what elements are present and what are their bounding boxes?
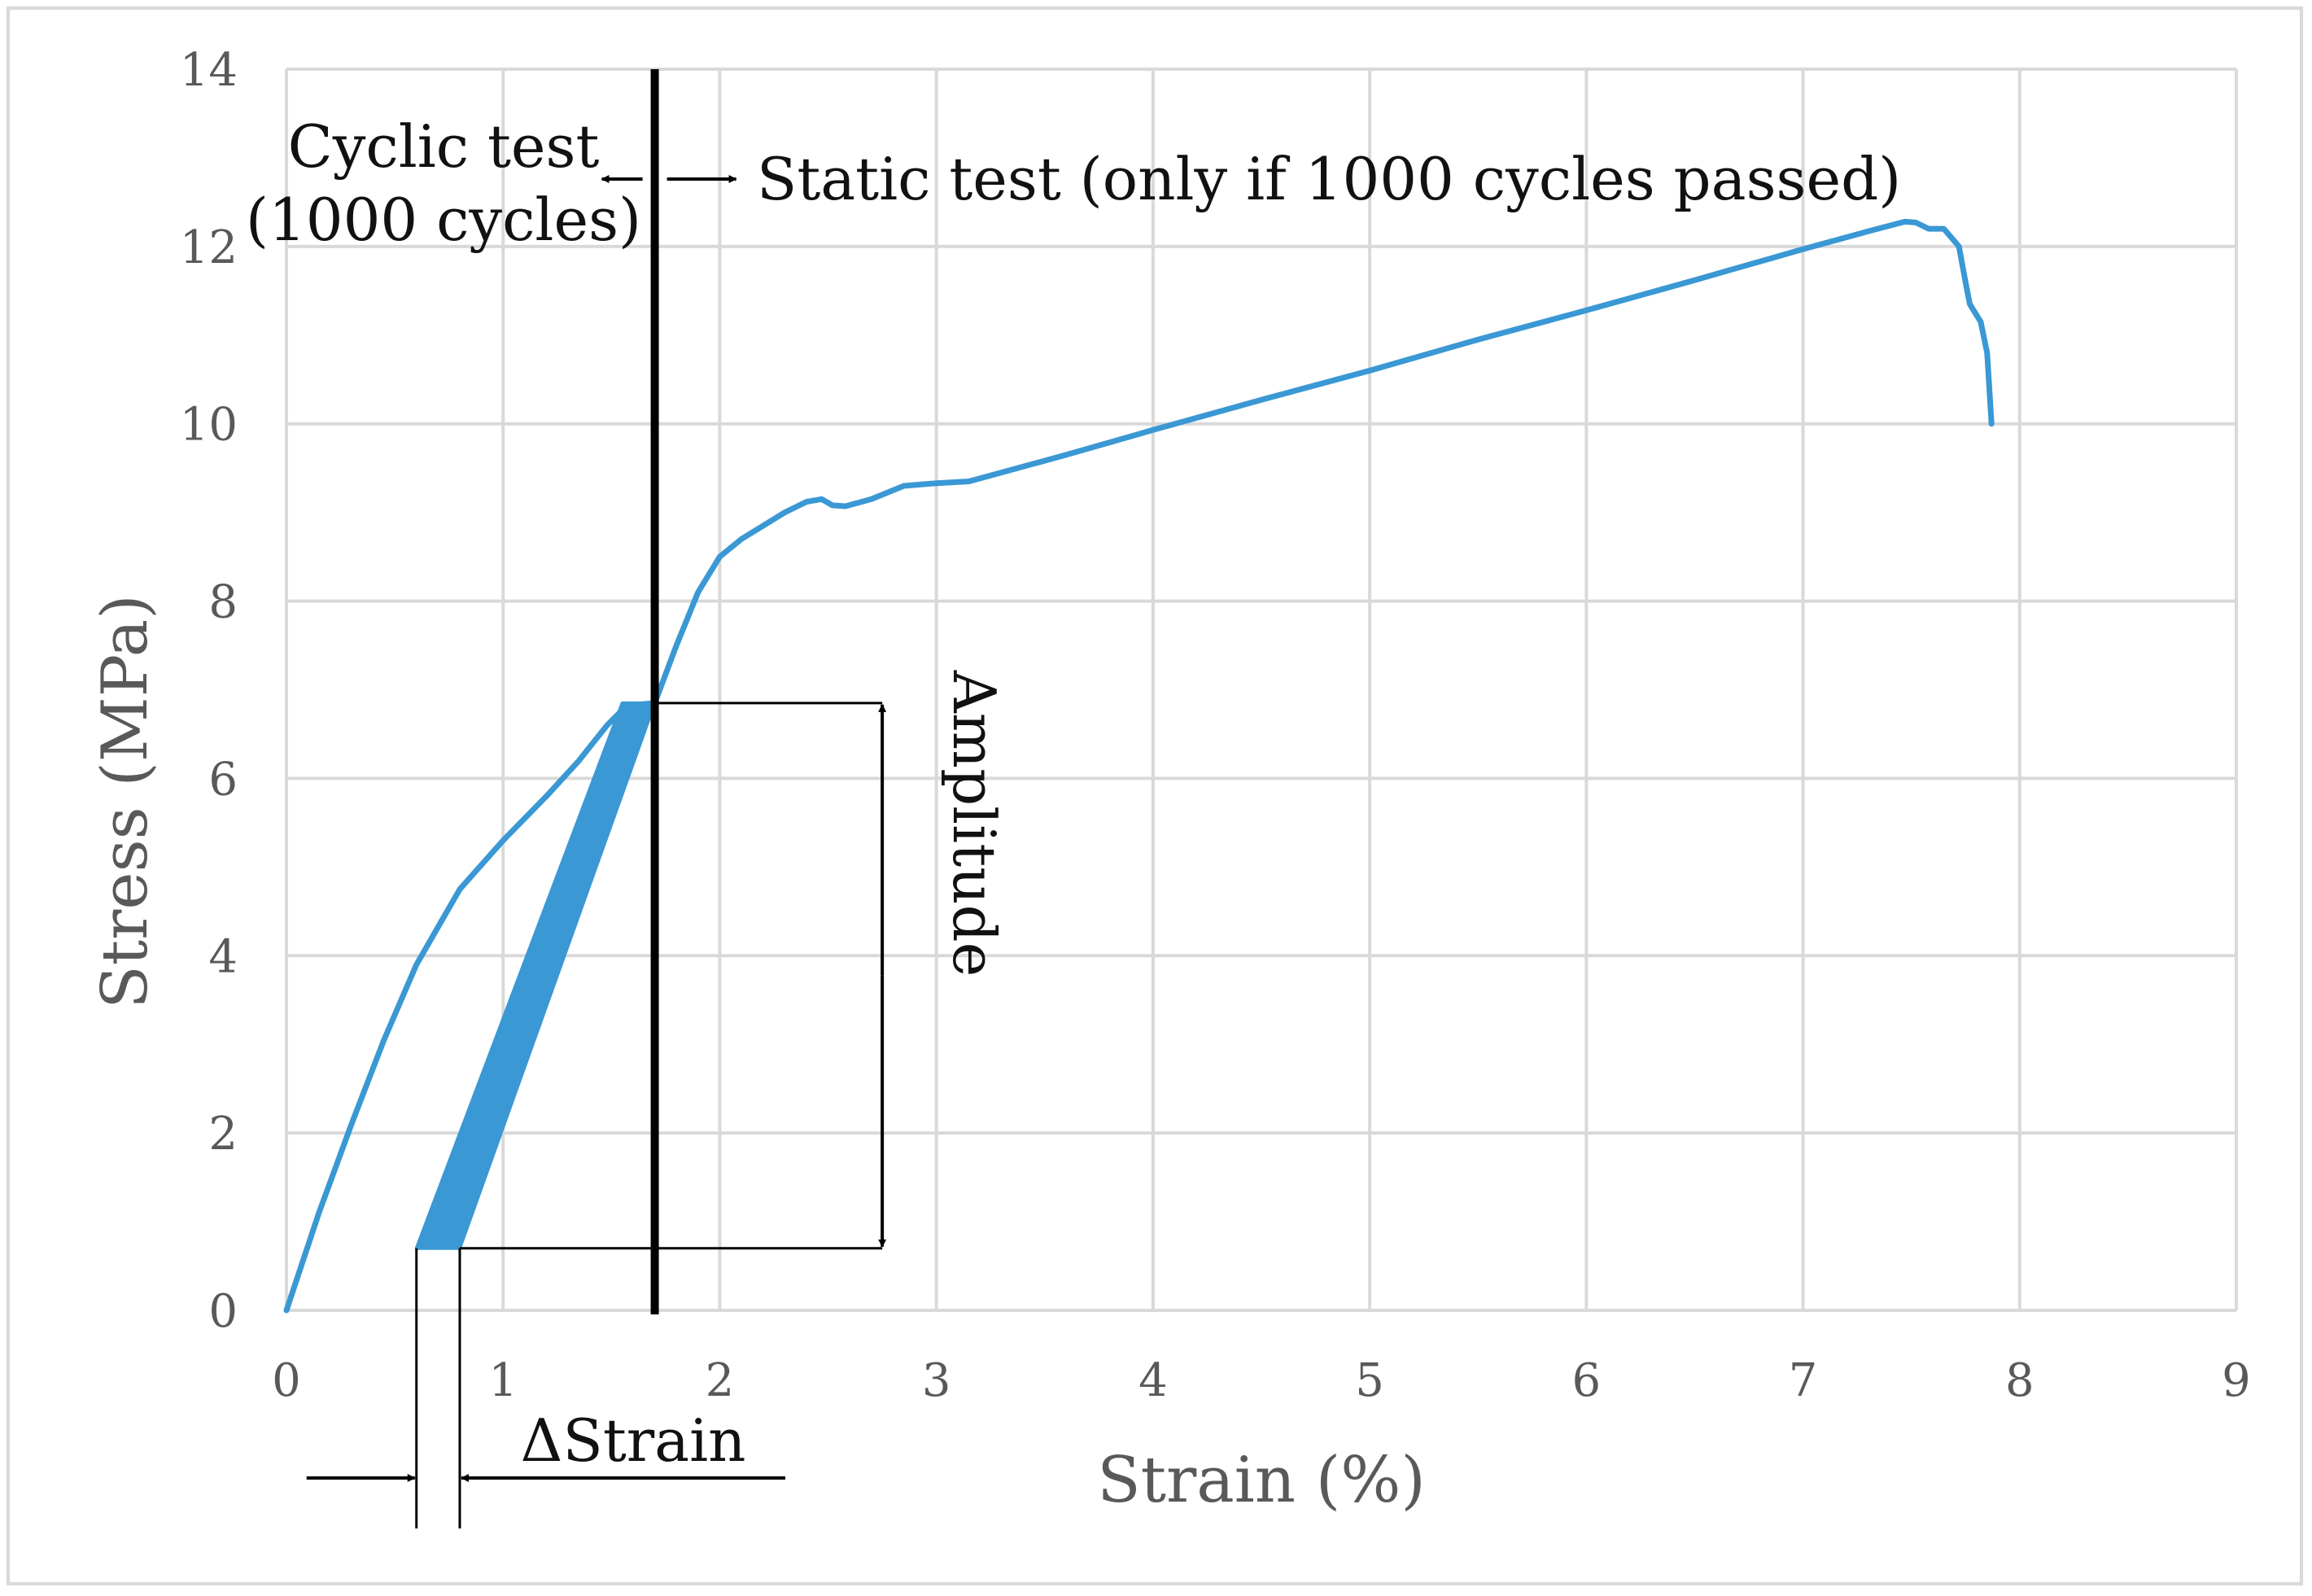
cyclic-test-label: Cyclic test [288,112,600,181]
y-tick-label: 2 [208,1108,238,1161]
x-axis-title: Strain (%) [1097,1444,1426,1517]
x-tick-label: 7 [1789,1354,1818,1407]
x-tick-label: 3 [922,1354,951,1407]
y-tick-label: 10 [180,399,238,452]
x-tick-label: 8 [2005,1354,2034,1407]
y-tick-label: 14 [180,44,238,97]
delta-strain-label: ΔStrain [521,1406,746,1475]
cyclic-test-cycles-label: (1000 cycles) [246,186,641,254]
figure-frame [7,7,2303,1585]
amplitude-label: Amplitude [940,670,1008,977]
static-test-curve [652,218,1995,706]
y-tick-label: 0 [208,1285,238,1338]
cyclic-loop-band [414,701,657,1250]
x-tick-label: 4 [1139,1354,1168,1407]
x-tick-label: 0 [272,1354,301,1407]
x-tick-label: 6 [1572,1354,1602,1407]
y-axis-title: Stress (MPa) [89,594,162,1008]
y-tick-label: 4 [208,930,238,983]
x-tick-label: 9 [2222,1354,2251,1407]
x-tick-label: 1 [488,1354,518,1407]
y-tick-label: 8 [208,576,238,629]
initial-loading-curve [283,700,658,1314]
static-test-label: Static test (only if 1000 cycles passed) [757,145,1901,213]
x-tick-label: 2 [706,1354,735,1407]
x-tick-label: 5 [1355,1354,1384,1407]
y-tick-label: 6 [208,753,238,806]
y-tick-label: 12 [180,221,238,274]
